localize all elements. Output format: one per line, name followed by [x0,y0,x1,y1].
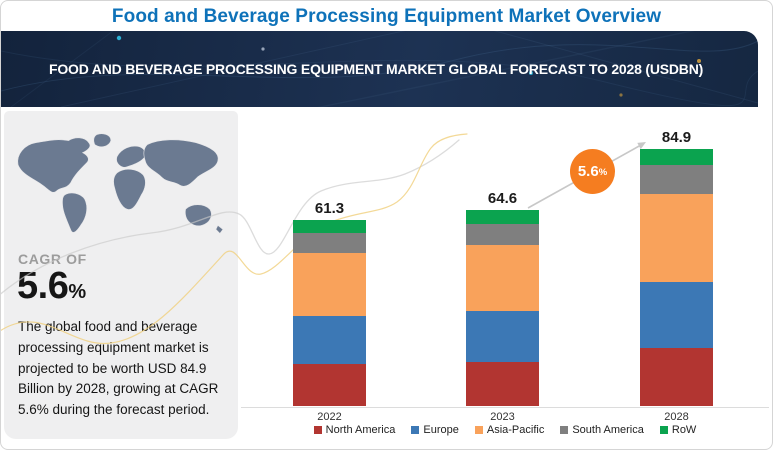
legend-swatch-europe [411,426,420,434]
bar-segment-europe-2028[interactable] [640,281,713,348]
bar-segment-north-america-2028[interactable] [640,347,713,406]
legend-swatch-row [659,426,668,434]
x-axis-line [241,407,769,408]
bar-value-label-2022: 61.3 [314,200,345,218]
legend-swatch-north-america [313,426,322,434]
bar-segment-south-america-2023[interactable] [466,224,539,246]
bar-segment-row-2023[interactable] [466,210,539,225]
forecast-banner: FOOD AND BEVERAGE PROCESSING EQUIPMENT M… [1,31,758,107]
legend-label-asia-pacific: Asia-Pacific [486,424,545,436]
bar-segment-asia-pacific-2028[interactable] [640,193,713,282]
stacked-bar-2028[interactable] [640,148,713,406]
bar-segment-south-america-2028[interactable] [640,164,713,194]
legend-label-north-america: North America [325,424,396,436]
legend-item-europe[interactable]: Europe [411,424,459,436]
legend-swatch-south-america [560,426,569,434]
bar-value-label-2028: 84.9 [661,128,692,146]
bar-segment-row-2028[interactable] [640,148,713,165]
bar-segment-europe-2022[interactable] [293,316,366,364]
x-axis-label-2028: 2028 [664,411,689,423]
legend-item-north-america[interactable]: North America [313,424,396,436]
legend-item-asia-pacific[interactable]: Asia-Pacific [474,424,545,436]
chart-legend: North America Europe Asia-Pacific South Ame… [241,424,769,436]
legend-swatch-asia-pacific [474,426,483,434]
bar-segment-asia-pacific-2023[interactable] [466,245,539,311]
page-title: Food and Beverage Processing Equipment M… [111,6,662,27]
bar-segment-row-2022[interactable] [293,220,366,234]
legend-label-south-america: South America [572,424,644,436]
bar-value-label-2023: 64.6 [487,190,518,208]
cagr-annotation-value: 5.6 [577,163,599,180]
bar-segment-north-america-2022[interactable] [293,363,366,406]
bar-segment-north-america-2023[interactable] [466,362,539,406]
legend-label-row: RoW [671,424,697,436]
network-background-decoration [1,31,758,107]
bar-segment-asia-pacific-2022[interactable] [293,252,366,317]
cagr-annotation-badge: 5.6% [570,149,615,194]
x-axis-label-2022: 2022 [317,411,342,423]
x-axis-label-2023: 2023 [490,411,515,423]
legend-item-south-america[interactable]: South America [560,424,644,436]
legend-label-europe: Europe [423,424,459,436]
bar-segment-europe-2023[interactable] [466,310,539,363]
cagr-annotation-percent-sign: % [598,167,608,178]
stacked-bar-2023[interactable] [466,210,539,406]
bar-segment-south-america-2022[interactable] [293,233,366,253]
legend-item-row[interactable]: RoW [659,424,697,436]
banner-title: FOOD AND BEVERAGE PROCESSING EQUIPMENT M… [49,61,704,77]
stacked-bar-2022[interactable] [293,220,366,406]
